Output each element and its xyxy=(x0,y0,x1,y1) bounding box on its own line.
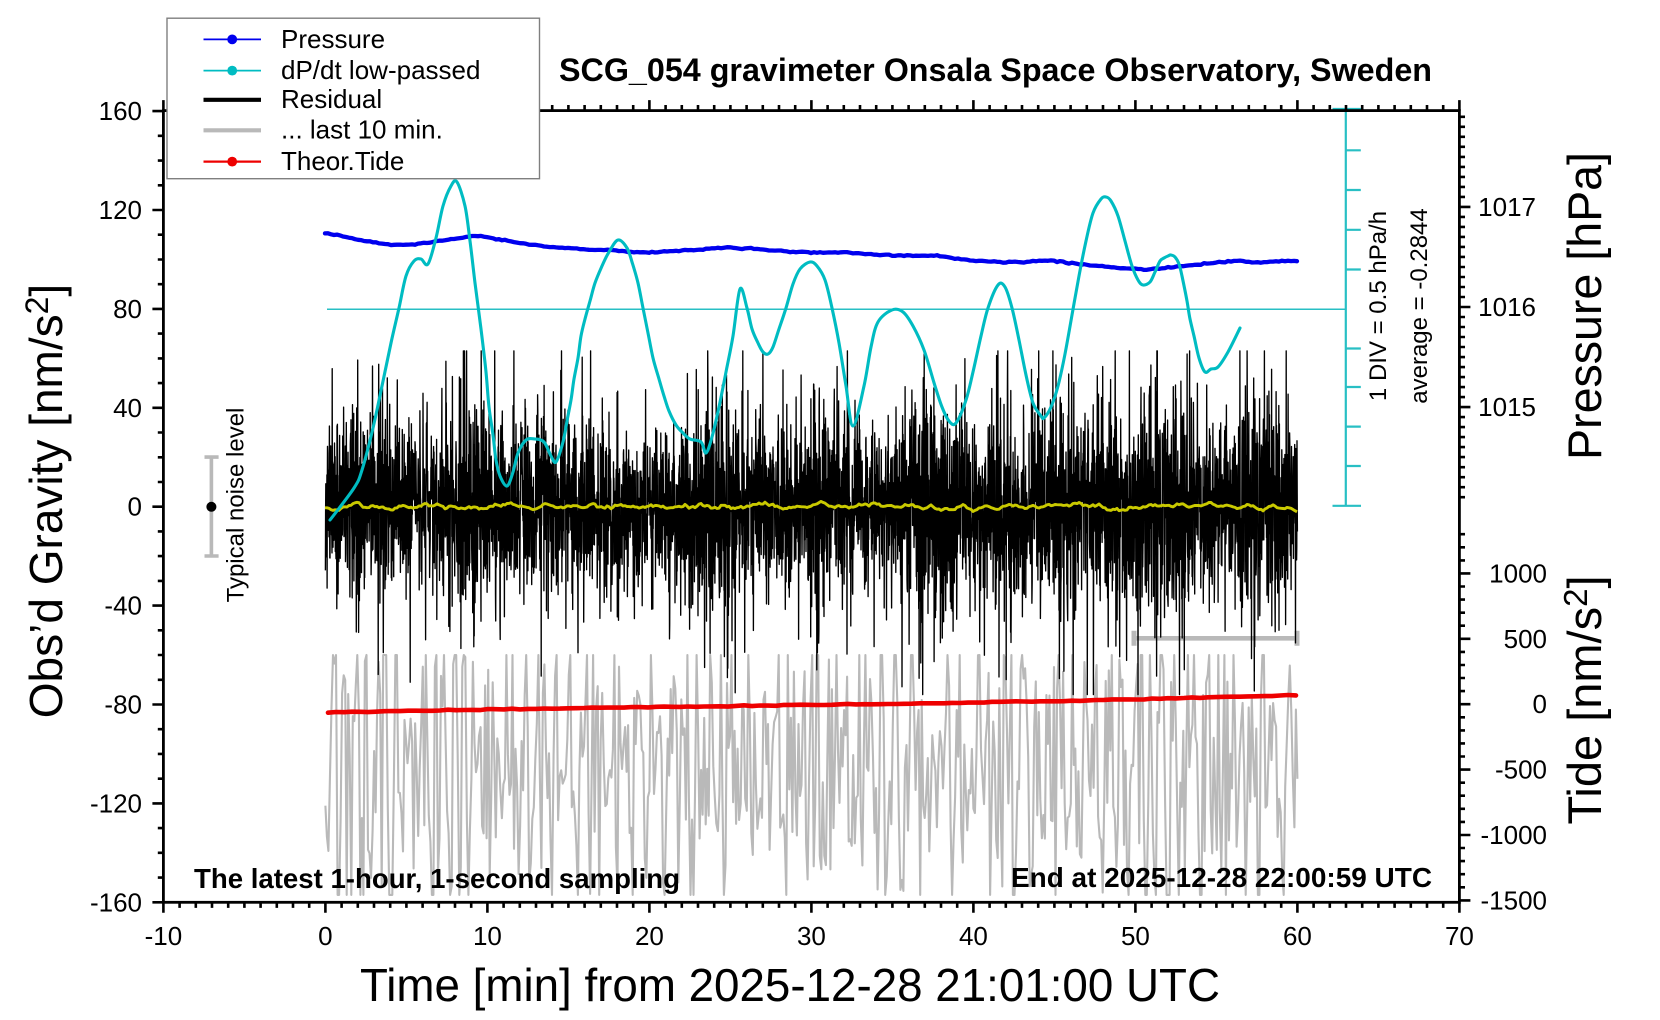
svg-text:-500: -500 xyxy=(1495,755,1547,785)
svg-text:120: 120 xyxy=(99,195,142,225)
svg-text:SCG_054 gravimeter Onsala Spac: SCG_054 gravimeter Onsala Space Observat… xyxy=(559,52,1432,88)
svg-text:1000: 1000 xyxy=(1489,558,1547,588)
svg-text:Obs’d Gravity [nm/s2]: Obs’d Gravity [nm/s2] xyxy=(19,284,72,718)
svg-text:30: 30 xyxy=(797,921,826,951)
svg-text:500: 500 xyxy=(1504,624,1547,654)
svg-text:Residual: Residual xyxy=(281,84,382,114)
svg-text:Tide [nm/s2]: Tide [nm/s2] xyxy=(1557,575,1611,824)
svg-text:-80: -80 xyxy=(104,690,142,720)
svg-text:0: 0 xyxy=(1533,689,1547,719)
svg-text:Time [min] from 2025-12-28 21:: Time [min] from 2025-12-28 21:01:00 UTC xyxy=(360,959,1220,1011)
svg-text:End at 2025-12-28 22:00:59 UTC: End at 2025-12-28 22:00:59 UTC xyxy=(1011,862,1432,893)
svg-text:70: 70 xyxy=(1445,921,1474,951)
svg-text:-40: -40 xyxy=(104,591,142,621)
svg-text:10: 10 xyxy=(473,921,502,951)
svg-text:-1500: -1500 xyxy=(1481,885,1548,915)
svg-text:1016: 1016 xyxy=(1478,292,1536,322)
svg-text:1017: 1017 xyxy=(1478,192,1536,222)
svg-text:The latest 1-hour, 1-second sa: The latest 1-hour, 1-second sampling xyxy=(194,863,680,894)
svg-text:80: 80 xyxy=(113,294,142,324)
svg-text:0: 0 xyxy=(128,492,142,522)
svg-text:1 DIV = 0.5 hPa/h: 1 DIV = 0.5 hPa/h xyxy=(1365,211,1392,401)
svg-text:160: 160 xyxy=(99,96,142,126)
svg-text:-120: -120 xyxy=(90,788,142,818)
svg-text:20: 20 xyxy=(635,921,664,951)
svg-text:-160: -160 xyxy=(90,887,142,917)
svg-text:40: 40 xyxy=(959,921,988,951)
svg-text:Typical noise level: Typical noise level xyxy=(223,408,250,603)
svg-text:dP/dt low-passed: dP/dt low-passed xyxy=(281,55,480,85)
svg-text:0: 0 xyxy=(318,921,332,951)
svg-text:-1000: -1000 xyxy=(1481,820,1548,850)
svg-text:Theor.Tide: Theor.Tide xyxy=(281,146,404,176)
svg-text:... last 10 min.: ... last 10 min. xyxy=(281,115,443,145)
svg-text:40: 40 xyxy=(113,393,142,423)
svg-text:Pressure: Pressure xyxy=(281,24,385,54)
svg-text:Pressure [hPa]: Pressure [hPa] xyxy=(1558,152,1611,460)
svg-text:1015: 1015 xyxy=(1478,392,1536,422)
svg-text:50: 50 xyxy=(1121,921,1150,951)
svg-text:60: 60 xyxy=(1283,921,1312,951)
svg-text:average = -0.2844: average = -0.2844 xyxy=(1406,208,1433,403)
svg-text:-10: -10 xyxy=(145,921,183,951)
